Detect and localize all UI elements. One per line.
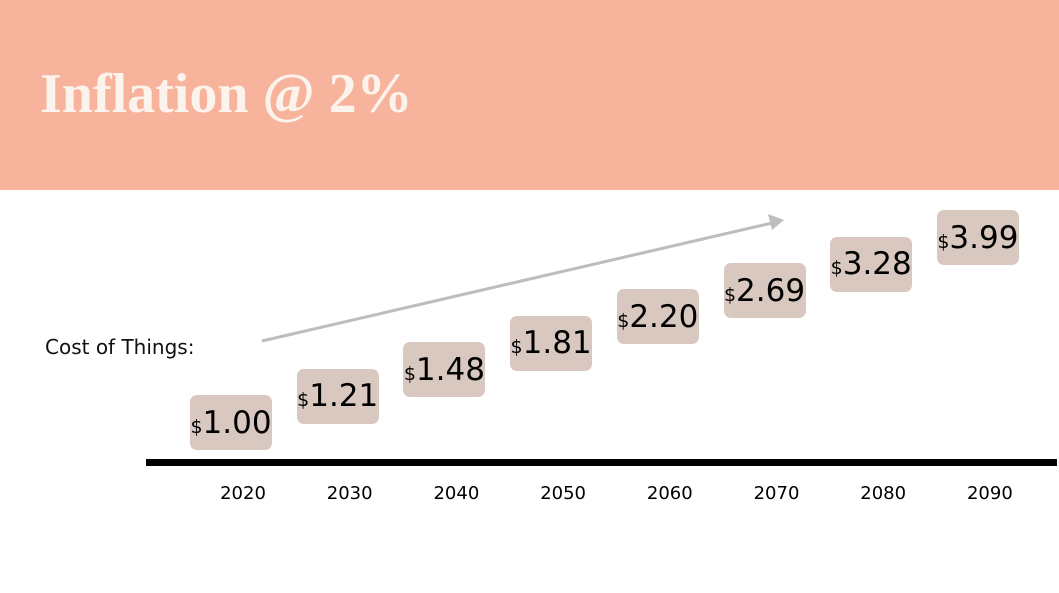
price-box: $1.21 — [296, 368, 379, 424]
price-box: $1.00 — [190, 395, 272, 450]
currency-symbol: $ — [617, 309, 630, 332]
price-box: $3.99 — [936, 210, 1019, 266]
price-box: $3.28 — [830, 236, 913, 292]
price-amount: 1.00 — [202, 404, 272, 441]
price-amount: 2.69 — [736, 272, 806, 309]
year-label: 2020 — [220, 483, 266, 504]
currency-symbol: $ — [830, 257, 843, 280]
year-label: 2040 — [433, 483, 480, 504]
price-amount: 1.21 — [309, 378, 379, 415]
currency-symbol: $ — [937, 230, 950, 253]
price-box: $2.69 — [723, 263, 806, 318]
currency-symbol: $ — [403, 362, 416, 385]
year-label: 2030 — [326, 483, 373, 504]
row-label: Cost of Things: — [45, 335, 195, 359]
price-box: $1.81 — [510, 315, 593, 371]
year-label: 2090 — [966, 483, 1013, 504]
year-label: 2070 — [753, 483, 800, 504]
year-label: 2060 — [646, 483, 693, 504]
price-amount: 3.28 — [842, 246, 912, 283]
year-label: 2050 — [540, 483, 586, 504]
axis-line — [146, 459, 1057, 466]
price-amount: 1.81 — [522, 325, 592, 362]
currency-symbol: $ — [297, 389, 310, 412]
price-amount: 1.48 — [415, 351, 485, 388]
currency-symbol: $ — [510, 336, 523, 359]
header-band — [0, 0, 1059, 190]
year-label: 2080 — [860, 483, 907, 504]
currency-symbol: $ — [723, 283, 737, 306]
price-amount: 3.99 — [949, 219, 1019, 256]
price-box: $1.48 — [403, 342, 486, 398]
price-amount: 2.20 — [629, 298, 699, 335]
title: Inflation @ 2% — [40, 63, 413, 125]
currency-symbol: $ — [190, 415, 203, 438]
price-box: $2.20 — [616, 289, 699, 345]
